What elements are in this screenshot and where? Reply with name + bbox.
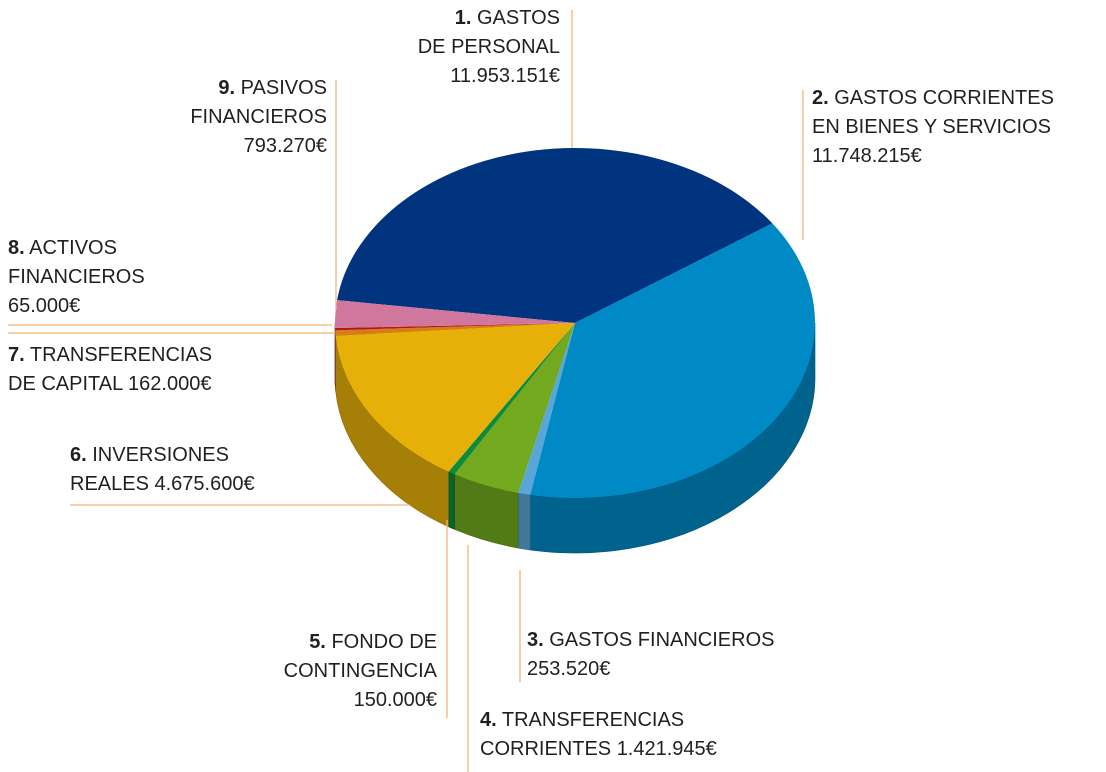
label-number: 8. xyxy=(8,237,25,259)
label-value: 793.270€ xyxy=(243,135,327,157)
label-number: 3. xyxy=(527,629,544,651)
label-number: 1. xyxy=(454,7,472,29)
label-category: ACTIVOS FINANCIEROS xyxy=(8,237,145,288)
pie-slice xyxy=(335,323,575,337)
pie-slice xyxy=(335,300,575,329)
slice-label: 8. ACTIVOS FINANCIEROS 65.000€ xyxy=(8,234,268,321)
pie-tops xyxy=(335,147,816,499)
label-value: 11.748.215€ xyxy=(812,145,922,167)
label-value: 4.675.600€ xyxy=(154,473,255,495)
pie-slice xyxy=(454,323,575,494)
label-number: 2. xyxy=(812,87,829,109)
slice-label: 6. INVERSIONES REALES 4.675.600€ xyxy=(70,441,330,499)
slice-label: 4. TRANSFERENCIAS CORRIENTES 1.421.945€ xyxy=(480,706,800,764)
slice-label: 1. GASTOS DE PERSONAL 11.953.151€ xyxy=(330,4,560,91)
label-value: 253.520€ xyxy=(527,658,611,680)
pie-slice xyxy=(530,223,816,499)
slice-label: 2. GASTOS CORRIENTES EN BIENES Y SERVICI… xyxy=(812,84,1106,171)
label-category: INVERSIONES REALES xyxy=(70,444,229,495)
pie-slice xyxy=(448,323,575,475)
pie-slice xyxy=(335,323,575,472)
slice-label: 5. FONDO DE CONTINGENCIA 150.000€ xyxy=(200,628,437,715)
label-number: 6. xyxy=(70,444,87,466)
slice-label: 7. TRANSFERENCIAS DE CAPITAL 162.000€ xyxy=(8,341,288,399)
label-category: GASTOS FINANCIEROS xyxy=(549,629,775,651)
label-value: 65.000€ xyxy=(8,295,81,317)
label-value: 1.421.945€ xyxy=(616,738,717,760)
label-category: FONDO DE CONTINGENCIA xyxy=(283,631,437,682)
slice-side xyxy=(448,471,455,530)
label-value: 150.000€ xyxy=(353,689,437,711)
label-category: TRANSFERENCIAS DE CAPITAL xyxy=(8,344,213,395)
pie-slice xyxy=(337,147,773,323)
label-number: 9. xyxy=(218,77,236,99)
label-value: 162.000€ xyxy=(128,373,212,395)
slice-label: 9. PASIVOS FINANCIEROS 793.270€ xyxy=(100,74,327,161)
label-number: 4. xyxy=(480,709,497,731)
pie-slice xyxy=(335,323,575,331)
pie-slice xyxy=(518,323,575,495)
label-category: GASTOS DE PERSONAL xyxy=(417,7,560,58)
label-category: PASIVOS FINANCIEROS xyxy=(190,77,327,128)
label-category: TRANSFERENCIAS CORRIENTES xyxy=(480,709,685,760)
label-category: GASTOS CORRIENTES EN BIENES Y SERVICIOS xyxy=(812,87,1054,138)
label-number: 7. xyxy=(8,344,25,366)
slice-side xyxy=(517,492,531,551)
label-number: 5. xyxy=(309,631,326,653)
label-value: 11.953.151€ xyxy=(450,65,560,87)
slice-label: 3. GASTOS FINANCIEROS 253.520€ xyxy=(527,626,847,684)
